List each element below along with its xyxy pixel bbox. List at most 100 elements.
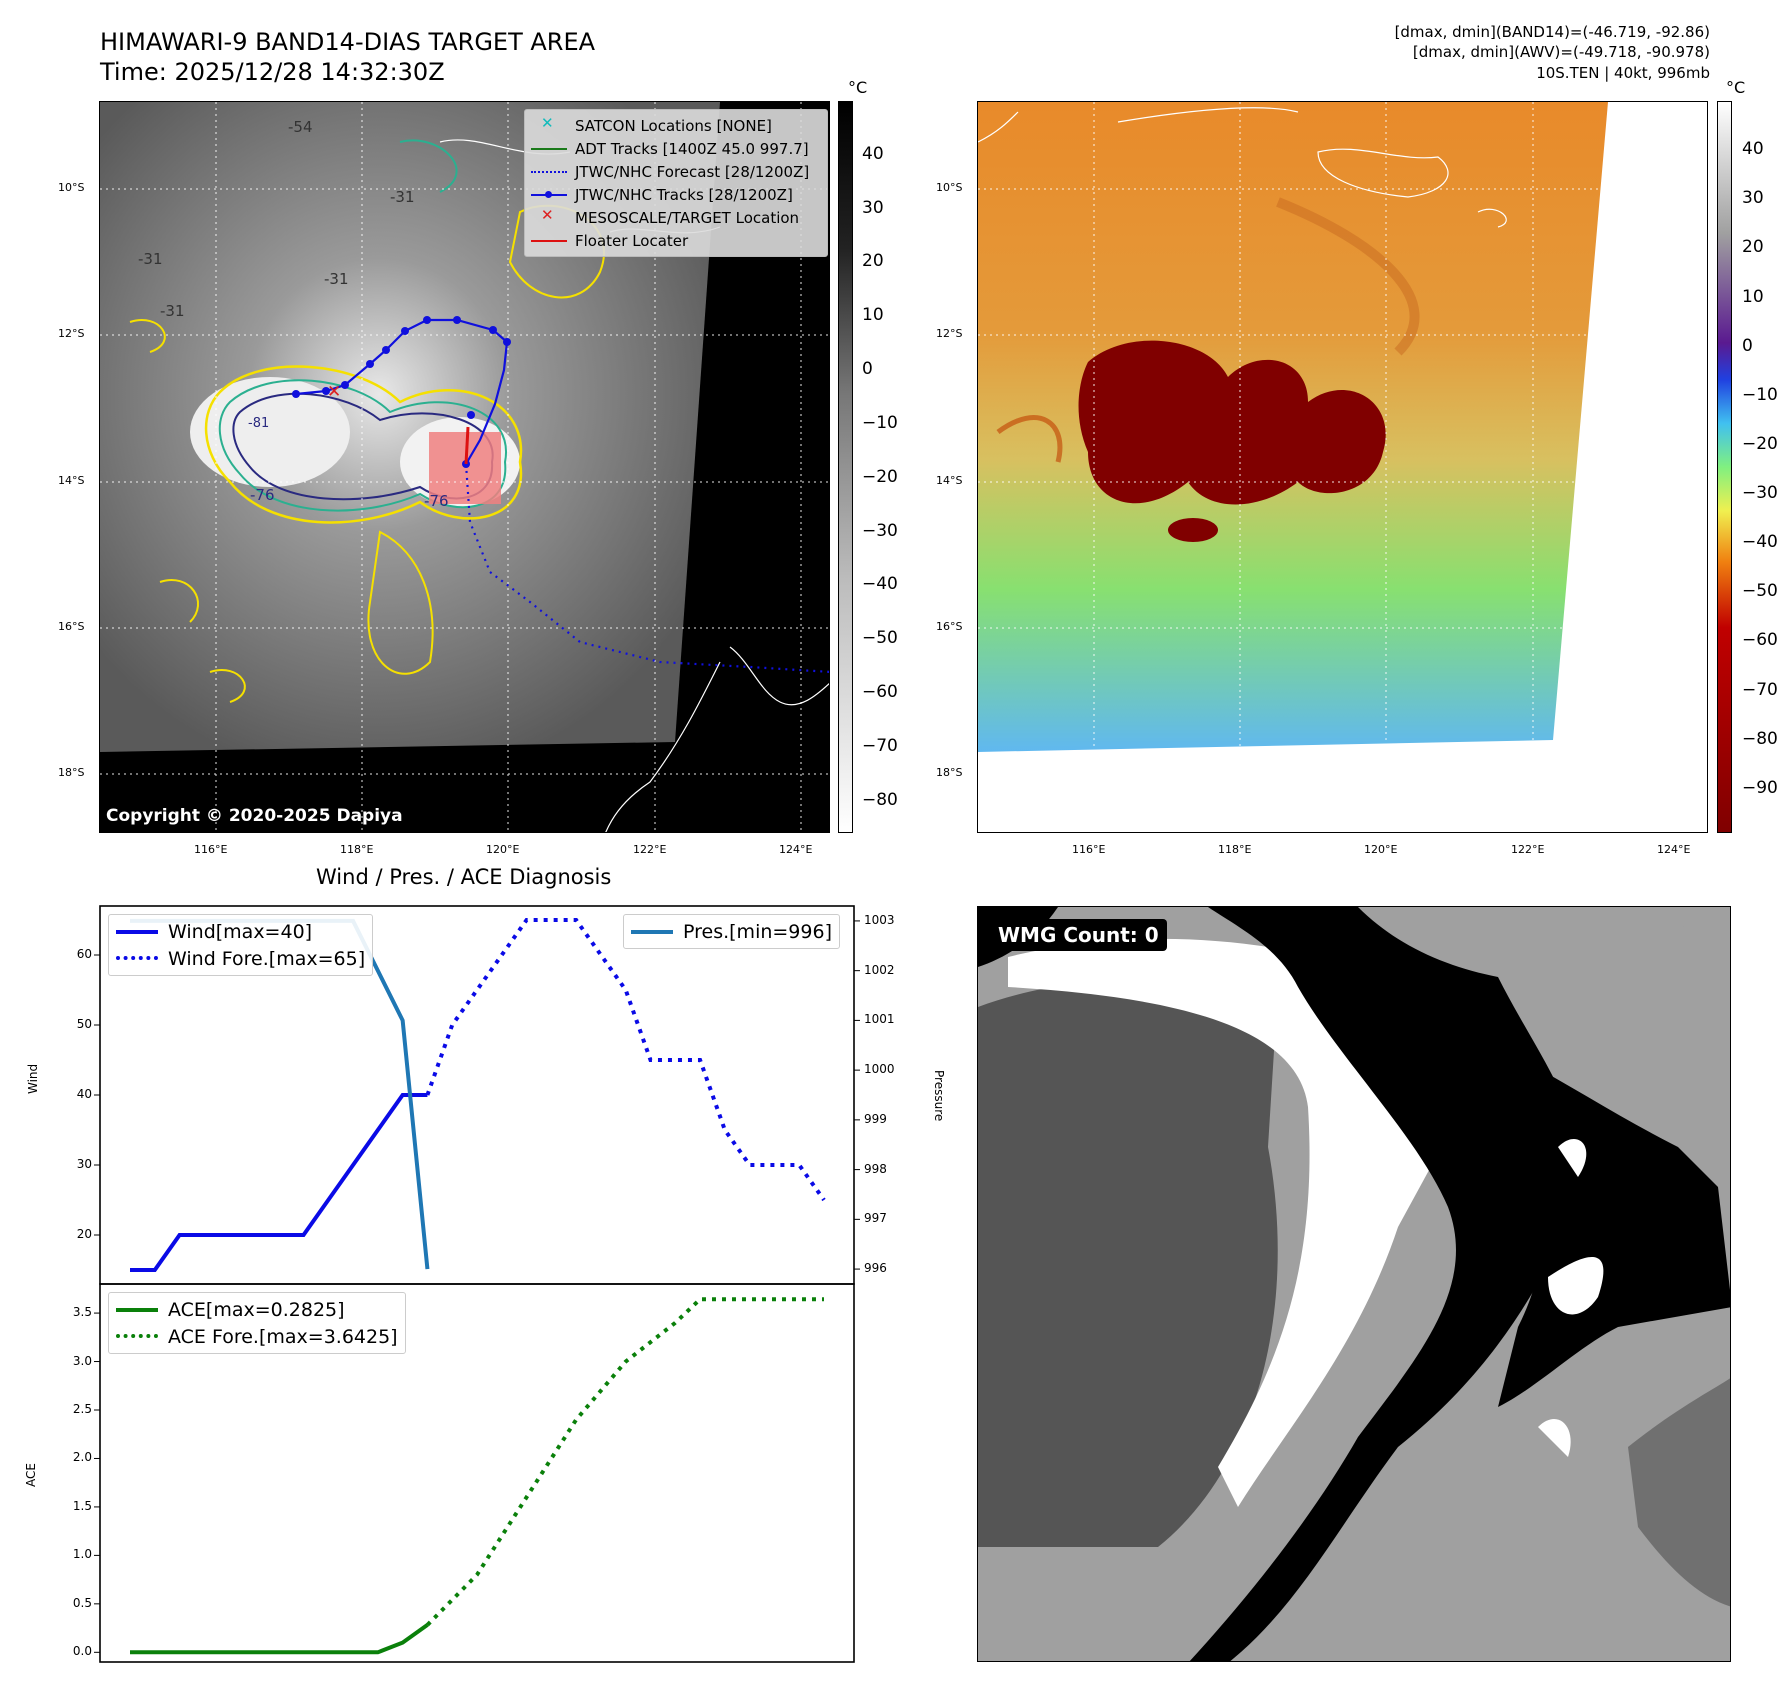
- contour-label: -31: [160, 302, 185, 320]
- awv-map-svg: [978, 102, 1707, 832]
- legend-item-floater: Floater Locater: [531, 229, 821, 252]
- x-marker-cyan-icon: ✕: [541, 113, 554, 132]
- colorbar1-tick: 30: [862, 197, 884, 218]
- colorbar2-tick: −60: [1742, 630, 1778, 651]
- lat-tick: 10°S: [58, 181, 85, 194]
- contour-label: -54: [288, 118, 313, 136]
- colorbar2-tick: 0: [1742, 335, 1753, 356]
- lon-tick: 124°E: [779, 843, 813, 856]
- legend-item-satcon: ✕ SATCON Locations [NONE]: [531, 114, 821, 137]
- colorbar1-tick: −30: [862, 520, 898, 541]
- colorbar2-tick: 30: [1742, 188, 1764, 209]
- colorbar1: [838, 101, 853, 833]
- contour-label: -81: [248, 416, 270, 431]
- colorbar1-tick: −60: [862, 682, 898, 703]
- colorbar1-tick: −70: [862, 735, 898, 756]
- colorbar2-tick: −90: [1742, 777, 1778, 798]
- dmax-awv-info: [dmax, dmin](AWV)=(-49.718, -90.978): [1412, 43, 1710, 61]
- wmg-panel: WMG Count: 0: [977, 906, 1731, 1662]
- line-green-icon: [116, 1307, 158, 1313]
- wmg-svg: [978, 907, 1730, 1661]
- lat-tick: 18°S: [936, 766, 963, 779]
- colorbar1-tick: −20: [862, 466, 898, 487]
- wind-tick-label: 20: [76, 1227, 92, 1241]
- chart-timestamp: Time: 2025/12/28 14:32:30Z: [100, 58, 445, 86]
- map-gridlines: [978, 102, 1707, 832]
- satellite-swath: [100, 102, 720, 752]
- ace-line: [130, 1623, 429, 1655]
- legend-item-wind: Wind[max=40]: [116, 918, 365, 945]
- line-green-icon: [531, 142, 567, 156]
- ace-forecast-line: [426, 1297, 824, 1627]
- pressure-tick-label: 998: [864, 1161, 887, 1176]
- lon-tick: 120°E: [1364, 843, 1398, 856]
- colorbar2-tick: −10: [1742, 384, 1778, 405]
- ace-tick-label: 2.0: [72, 1450, 92, 1465]
- colorbar2-tick: −50: [1742, 581, 1778, 602]
- wmg-region-black-east: [1489, 1047, 1730, 1407]
- chart-title: HIMAWARI-9 BAND14-DIAS TARGET AREA: [100, 28, 596, 56]
- colorbar1-tick: 10: [862, 305, 884, 326]
- lon-tick: 116°E: [194, 843, 228, 856]
- target-area-box: [429, 432, 501, 504]
- ace-tick-label: 2.5: [72, 1402, 92, 1416]
- line-red-icon: [531, 234, 567, 248]
- contour-south: [367, 530, 434, 675]
- wmg-region-white: [1008, 938, 1458, 1507]
- lon-tick: 122°E: [1511, 843, 1545, 856]
- pressure-tick-label: 1001: [864, 1012, 895, 1027]
- coastline-australia: [605, 661, 721, 832]
- target-location-marker: ✕: [327, 382, 341, 402]
- pressure-tick-label: 997: [864, 1211, 887, 1226]
- legend-item-jtwc-tracks: JTWC/NHC Tracks [28/1200Z]: [531, 183, 821, 206]
- wind-tick-label: 40: [76, 1087, 92, 1101]
- legend-item-wind-forecast: Wind Fore.[max=65]: [116, 945, 365, 972]
- lat-tick: 16°S: [58, 620, 85, 633]
- pressure-tick-label: 1003: [864, 912, 895, 927]
- colorbar1-tick: 40: [862, 143, 884, 164]
- floater-locater-line: [464, 426, 470, 465]
- legend-item-jtwc-forecast: JTWC/NHC Forecast [28/1200Z]: [531, 160, 821, 183]
- pressure-axis-label: Pressure: [932, 1070, 946, 1122]
- colorbar1-tick: −40: [862, 574, 898, 595]
- lat-tick: 16°S: [936, 620, 963, 633]
- line-steelblue-icon: [631, 929, 673, 935]
- lat-tick: 12°S: [58, 327, 85, 340]
- lat-tick: 12°S: [936, 327, 963, 340]
- colorbar1-tick: −80: [862, 789, 898, 810]
- wmg-region-black: [1189, 907, 1582, 1661]
- wmg-region-mid-gray: [1628, 1378, 1730, 1607]
- ace-tick-label: 3.0: [72, 1353, 92, 1368]
- legend-item-ace-forecast: ACE Fore.[max=3.6425]: [116, 1323, 398, 1350]
- contour-label: -31: [324, 270, 349, 288]
- colorbar2-tick: −70: [1742, 679, 1778, 700]
- colorbar1-tick: −50: [862, 628, 898, 649]
- dotted-green-icon: [116, 1333, 158, 1340]
- ace-tick-label: 1.0: [72, 1547, 92, 1562]
- copyright-text: Copyright © 2020-2025 Dapiya: [106, 806, 403, 826]
- contour-label: -31: [390, 188, 415, 206]
- dmax-band14-info: [dmax, dmin](BAND14)=(-46.719, -92.86): [1394, 23, 1710, 41]
- jtwc-track-line: [295, 318, 509, 465]
- contour-yellow: [204, 365, 523, 524]
- lat-tick: 14°S: [936, 474, 963, 487]
- cold-cloud-top: [1078, 340, 1386, 505]
- colorbar1-tick: 20: [862, 251, 884, 272]
- x-marker-red-icon: ✕: [541, 205, 554, 224]
- coastline-indonesia: [1117, 107, 1299, 123]
- colorbar2-tick: 40: [1742, 139, 1764, 160]
- lon-tick: 118°E: [340, 843, 374, 856]
- storm-info: 10S.TEN | 40kt, 996mb: [1536, 64, 1710, 82]
- wind-tick-label: 30: [76, 1157, 92, 1171]
- wind-tick-label: 50: [76, 1017, 92, 1031]
- colorbar2-tick: −80: [1742, 728, 1778, 749]
- colorbar1-unit: °C: [848, 78, 868, 97]
- contour-label: -76: [250, 486, 275, 504]
- contour-label: -31: [138, 250, 163, 268]
- map-legend: ✕ SATCON Locations [NONE] ADT Tracks [14…: [524, 109, 828, 257]
- pressure-tick-label: 1000: [864, 1062, 895, 1077]
- lon-tick: 118°E: [1218, 843, 1252, 856]
- ace-axis-label: ACE: [24, 1463, 38, 1487]
- diagnosis-title: Wind / Pres. / ACE Diagnosis: [316, 865, 612, 889]
- colorbar1-tick: −10: [862, 412, 898, 433]
